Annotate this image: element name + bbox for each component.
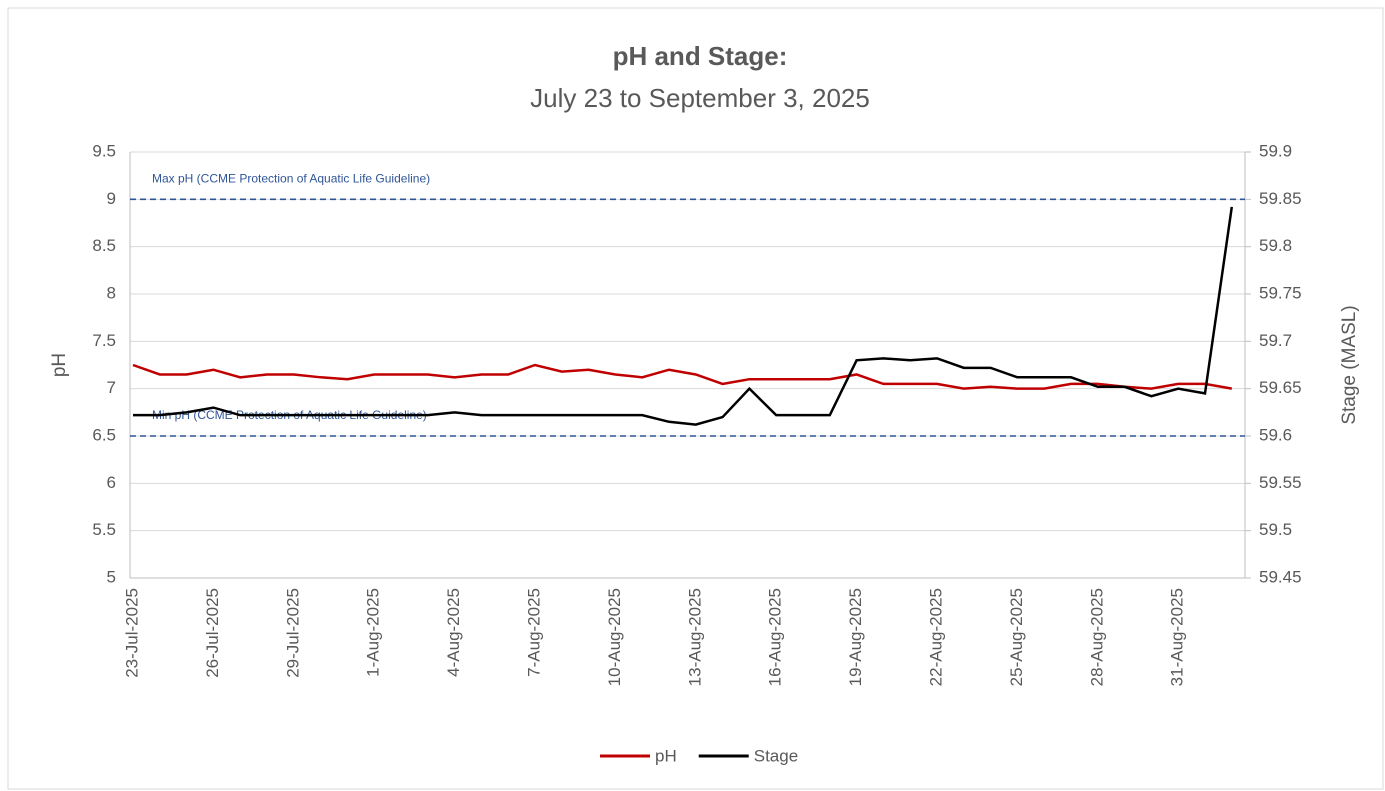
chart-frame bbox=[7, 7, 1384, 790]
y-tick-label: 5 bbox=[107, 567, 116, 586]
y-tick-label: 5.5 bbox=[92, 520, 116, 539]
x-tick-label: 19-Aug-2025 bbox=[846, 588, 865, 686]
y2-axis-label: Stage (MASL) bbox=[1339, 305, 1360, 424]
x-tick-label: 23-Jul-2025 bbox=[122, 588, 141, 678]
chart-subtitle: July 23 to September 3, 2025 bbox=[530, 83, 870, 113]
legend-label: pH bbox=[655, 746, 677, 765]
x-tick-label: 1-Aug-2025 bbox=[364, 588, 383, 677]
y2-tick-label: 59.6 bbox=[1259, 425, 1292, 444]
series-line bbox=[133, 206, 1234, 426]
x-tick-label: 4-Aug-2025 bbox=[444, 588, 463, 677]
y2-tick-label: 59.7 bbox=[1259, 331, 1292, 350]
x-tick-label: 26-Jul-2025 bbox=[203, 588, 222, 678]
x-tick-label: 13-Aug-2025 bbox=[685, 588, 704, 686]
y2-tick-label: 59.75 bbox=[1259, 283, 1302, 302]
y-tick-label: 9.5 bbox=[92, 141, 116, 160]
x-tick-label: 28-Aug-2025 bbox=[1087, 588, 1106, 686]
y-tick-label: 7 bbox=[107, 378, 116, 397]
y2-tick-label: 59.8 bbox=[1259, 236, 1292, 255]
y2-tick-label: 59.9 bbox=[1259, 141, 1292, 160]
x-tick-label: 16-Aug-2025 bbox=[766, 588, 785, 686]
y-tick-label: 8.5 bbox=[92, 236, 116, 255]
y-tick-label: 9 bbox=[107, 189, 116, 208]
y2-tick-label: 59.55 bbox=[1259, 473, 1302, 492]
y-tick-label: 6 bbox=[107, 473, 116, 492]
y-tick-label: 8 bbox=[107, 283, 116, 302]
y2-tick-label: 59.45 bbox=[1259, 567, 1302, 586]
x-tick-label: 29-Jul-2025 bbox=[283, 588, 302, 678]
x-tick-label: 10-Aug-2025 bbox=[605, 588, 624, 686]
y-tick-label: 6.5 bbox=[92, 425, 116, 444]
y-axis-label: pH bbox=[49, 353, 70, 377]
y2-tick-label: 59.65 bbox=[1259, 378, 1302, 397]
y2-tick-label: 59.5 bbox=[1259, 520, 1292, 539]
chart-title: pH and Stage: bbox=[613, 41, 788, 71]
y2-tick-label: 59.85 bbox=[1259, 189, 1302, 208]
x-tick-label: 7-Aug-2025 bbox=[524, 588, 543, 677]
legend-label: Stage bbox=[754, 746, 798, 765]
x-tick-label: 25-Aug-2025 bbox=[1007, 588, 1026, 686]
reference-label: Max pH (CCME Protection of Aquatic Life … bbox=[152, 172, 430, 186]
series-line bbox=[132, 363, 1233, 390]
y-tick-label: 7.5 bbox=[92, 331, 116, 350]
x-tick-label: 31-Aug-2025 bbox=[1168, 588, 1187, 686]
x-tick-label: 22-Aug-2025 bbox=[926, 588, 945, 686]
